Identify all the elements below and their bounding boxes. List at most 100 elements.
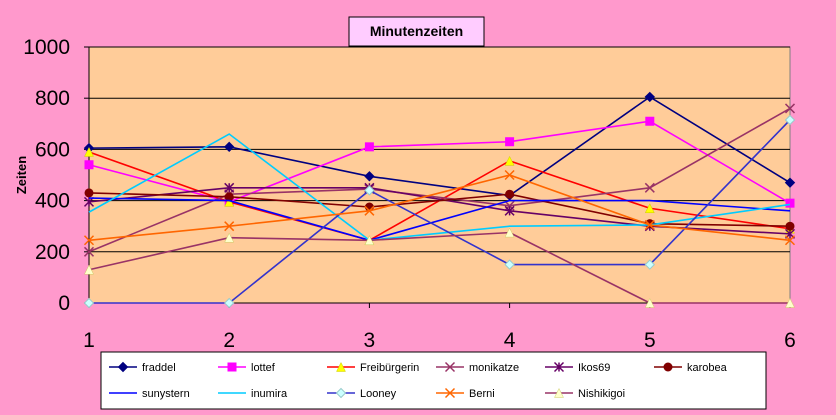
series <box>88 197 791 242</box>
legend-item: karobea <box>654 362 728 374</box>
series-line <box>89 119 791 304</box>
y-tick-label: 800 <box>35 87 70 110</box>
data-point <box>784 235 796 246</box>
data-point <box>364 142 374 152</box>
data-point <box>224 182 235 193</box>
data-point <box>504 169 515 181</box>
x-tick-label: 1 <box>83 329 95 352</box>
data-point <box>223 141 235 153</box>
data-point <box>644 259 656 270</box>
legend-label: sunystern <box>142 388 190 400</box>
data-point <box>644 91 656 103</box>
legend-item: Nishikigoi <box>545 387 625 400</box>
chart-title-box: Minutenzeiten <box>348 16 485 47</box>
data-point <box>785 198 795 208</box>
legend-label: inumira <box>251 388 288 400</box>
legend-item: Freibürgerin <box>327 361 419 374</box>
data-point <box>444 387 456 399</box>
data-point <box>84 264 94 275</box>
legend-item: monikatze <box>436 361 519 374</box>
legend-label: monikatze <box>469 362 519 374</box>
y-tick-label: 0 <box>58 292 70 315</box>
legend-item: inumira <box>218 388 288 400</box>
data-point <box>644 203 655 214</box>
series <box>83 114 796 309</box>
legend-label: Looney <box>360 388 397 400</box>
data-point <box>505 189 515 199</box>
y-tick-label: 400 <box>35 190 70 213</box>
legend-item: Berni <box>436 387 495 400</box>
data-point <box>663 362 673 372</box>
x-tick-label: 3 <box>364 329 376 352</box>
data-point <box>364 185 375 196</box>
legend-label: Nishikigoi <box>578 388 625 400</box>
legend-label: Ikos69 <box>578 362 610 374</box>
data-point <box>784 114 796 126</box>
legend-item: sunystern <box>109 388 190 400</box>
data-point <box>785 221 795 231</box>
series-lines <box>83 91 796 309</box>
data-point <box>444 361 456 373</box>
data-point <box>554 387 564 398</box>
legend-label: Freibürgerin <box>360 362 419 374</box>
data-point <box>224 232 235 243</box>
legend-label: Berni <box>469 388 495 400</box>
data-point <box>504 259 515 270</box>
data-point <box>224 221 235 232</box>
x-tick-label: 5 <box>644 329 656 352</box>
series <box>88 133 791 242</box>
y-axis-ticks: 0 200 400 600 800 1000 <box>23 36 89 315</box>
series-line <box>88 192 791 227</box>
data-point <box>785 297 795 308</box>
data-point <box>504 227 515 238</box>
data-point <box>84 188 94 198</box>
data-point <box>364 171 375 182</box>
plot-area <box>88 46 791 304</box>
data-point <box>504 205 515 216</box>
legend-item: Ikos69 <box>545 361 610 374</box>
series-line <box>88 174 791 242</box>
data-point <box>223 297 235 309</box>
legend-item: lottef <box>218 362 276 374</box>
legend-label: fraddel <box>142 362 176 374</box>
data-point <box>645 116 655 126</box>
legend: fraddel lottef Freibürgerin monikatze Ikos69… <box>100 351 767 410</box>
data-point <box>83 246 95 257</box>
data-point <box>784 103 796 114</box>
data-point <box>504 155 515 166</box>
legend-label: karobea <box>687 362 728 374</box>
x-axis-ticks: 1 2 3 4 5 6 <box>83 303 796 352</box>
y-tick-label: 1000 <box>23 36 70 59</box>
series-line <box>88 107 791 253</box>
legend-entries: fraddel lottef Freibürgerin monikatze Ikos69… <box>109 361 728 400</box>
series-line <box>88 197 791 242</box>
legend-box <box>100 351 767 410</box>
y-tick-label: 200 <box>35 241 70 264</box>
data-point <box>644 297 655 308</box>
data-point <box>553 361 565 373</box>
y-tick-label: 600 <box>35 138 70 161</box>
chart-title: Minutenzeiten <box>370 23 463 39</box>
data-point <box>644 219 655 230</box>
data-point <box>117 361 129 373</box>
x-tick-label: 6 <box>784 329 796 352</box>
data-point <box>227 362 237 372</box>
data-point <box>84 160 94 170</box>
data-point <box>335 387 347 399</box>
chart-title-frame <box>348 16 485 47</box>
data-point <box>224 192 234 202</box>
series <box>84 227 795 308</box>
data-point <box>505 137 515 147</box>
data-point <box>83 235 95 246</box>
legend-item: Looney <box>327 387 397 400</box>
data-point <box>83 297 95 309</box>
data-point <box>84 146 94 157</box>
legend-label: lottef <box>251 362 276 374</box>
x-tick-label: 4 <box>504 329 516 352</box>
data-point <box>364 205 375 216</box>
legend-item: fraddel <box>109 361 176 374</box>
series <box>83 169 796 246</box>
data-point <box>784 177 796 188</box>
